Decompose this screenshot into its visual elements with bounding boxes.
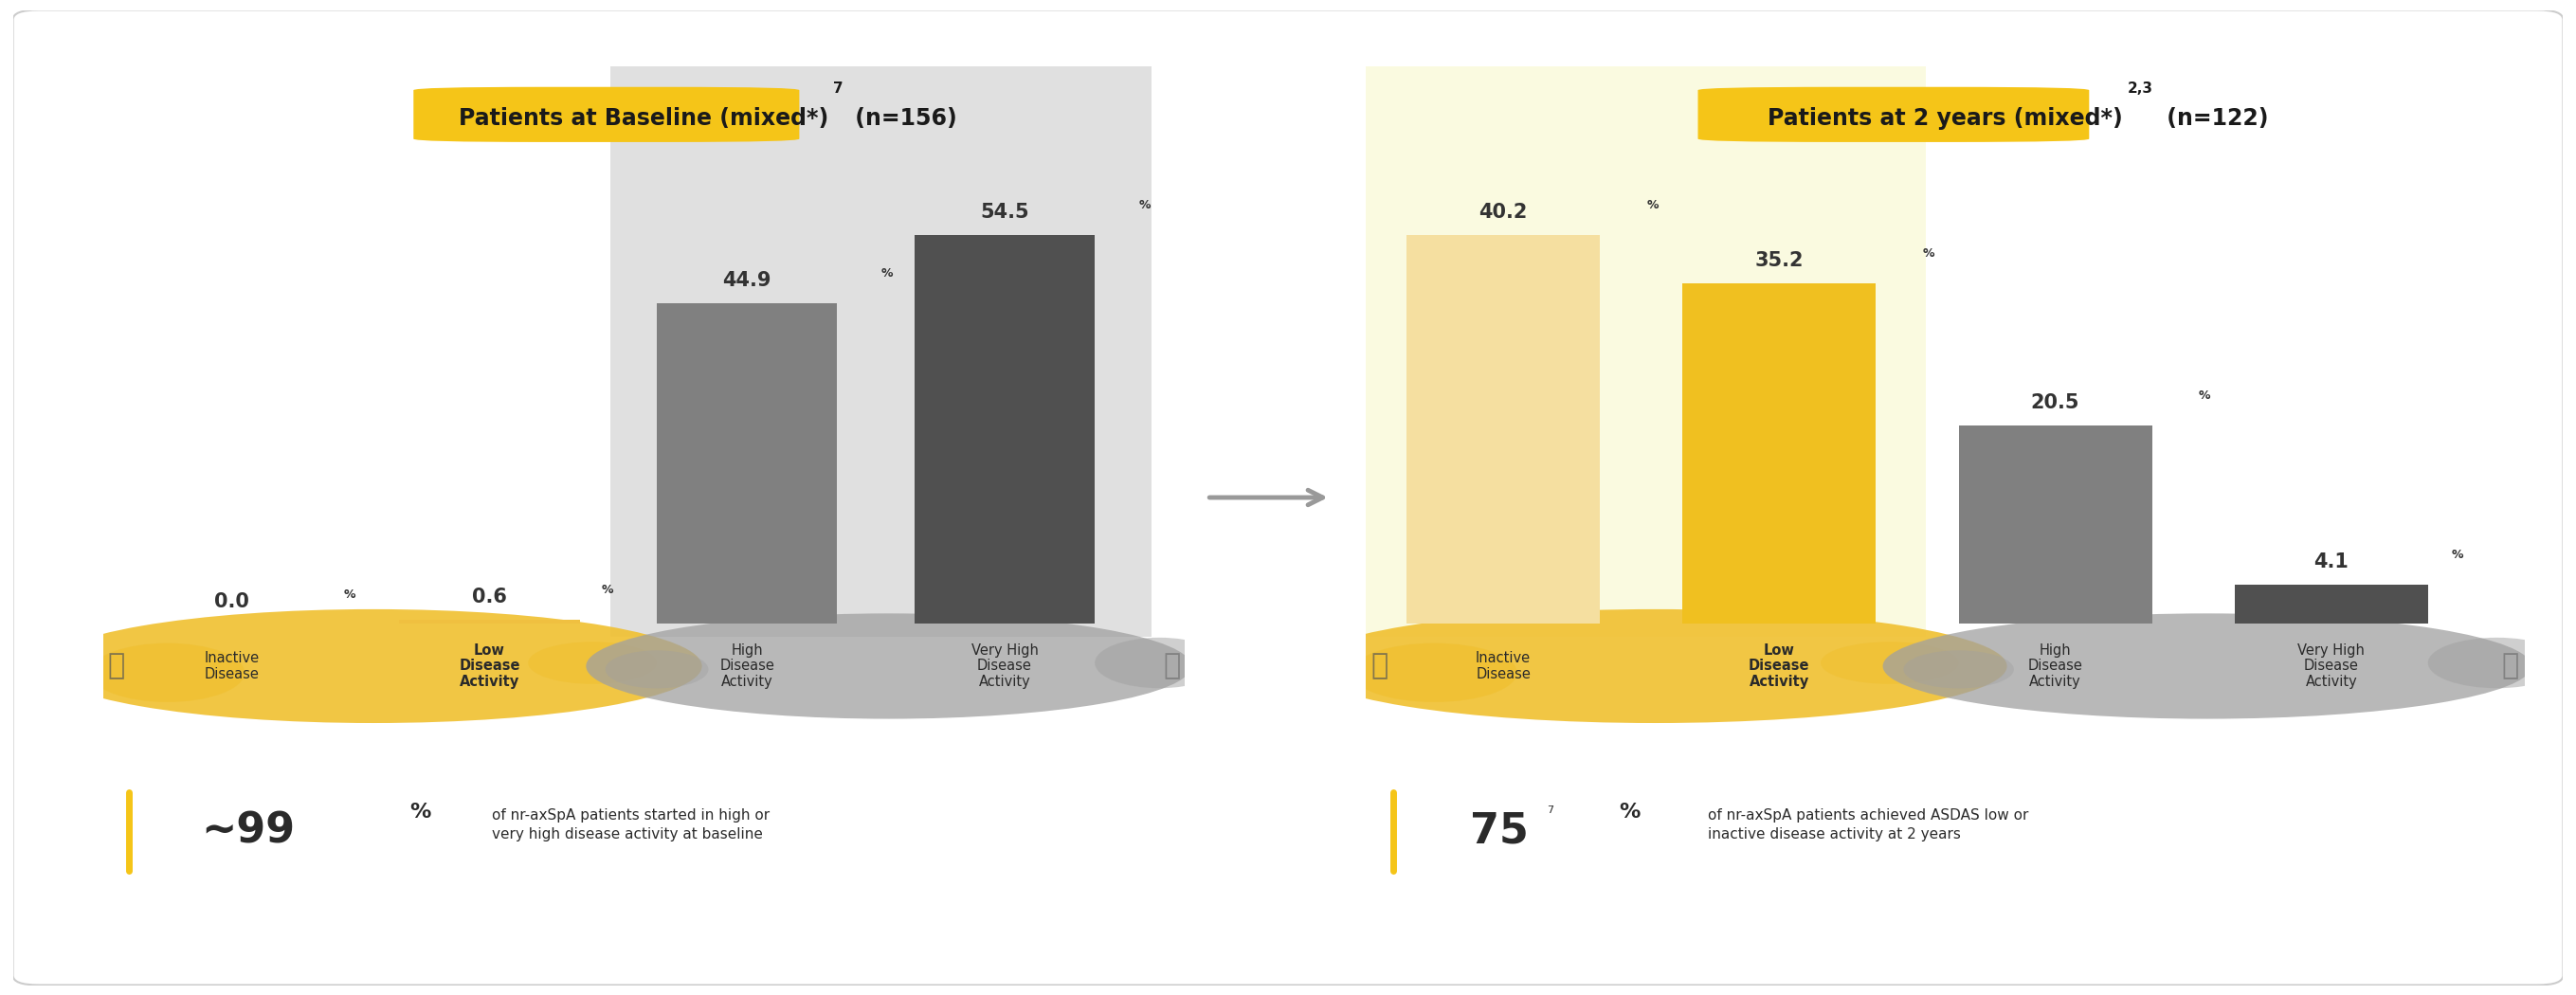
Text: of nr-axSpA patients achieved ASDAS low or
inactive disease activity at 2 years: of nr-axSpA patients achieved ASDAS low … [1708,809,2027,842]
Text: 4.1: 4.1 [2313,552,2349,571]
Text: Low
Disease
Activity: Low Disease Activity [1749,643,1811,690]
Text: Very High
Disease
Activity: Very High Disease Activity [971,643,1038,690]
Text: %: % [2452,548,2463,561]
Text: 75: 75 [1471,811,1528,852]
Bar [399,620,580,624]
Text: 〉: 〉 [1164,653,1180,680]
Text: Low
Disease
Activity: Low Disease Activity [459,643,520,690]
Ellipse shape [1883,614,2532,718]
Ellipse shape [1095,638,1224,689]
Text: High
Disease
Activity: High Disease Activity [719,643,775,690]
Text: 〈: 〈 [1370,653,1388,680]
Text: of nr-axSpA patients started in high or
very high disease activity at baseline: of nr-axSpA patients started in high or … [492,809,770,842]
Text: %: % [2200,390,2210,402]
Ellipse shape [1352,643,1517,702]
Text: 20.5: 20.5 [2030,394,2079,413]
Ellipse shape [585,614,1190,718]
Text: %: % [343,588,355,601]
Text: Patients at Baseline (mixed*): Patients at Baseline (mixed*) [459,106,829,129]
Bar [914,235,1095,624]
Text: 40.2: 40.2 [1479,203,1528,222]
Bar [2233,584,2427,624]
Text: 0.6: 0.6 [471,588,507,607]
Text: %: % [600,584,613,596]
Bar [657,303,837,624]
Bar [1958,426,2151,624]
Ellipse shape [90,643,245,702]
Text: %: % [1139,199,1151,212]
Text: Patients at 2 years (mixed*): Patients at 2 years (mixed*) [1767,106,2123,129]
Bar [1682,284,1875,624]
Text: 7: 7 [835,82,842,96]
Text: %: % [1646,199,1659,212]
Text: 44.9: 44.9 [724,272,770,291]
Ellipse shape [2427,638,2566,689]
Ellipse shape [1303,609,2007,723]
Text: %: % [1620,802,1641,821]
Ellipse shape [1904,651,2014,689]
Text: 〈: 〈 [108,653,124,680]
Text: 7: 7 [1546,806,1553,815]
Text: Very High
Disease
Activity: Very High Disease Activity [2298,643,2365,690]
Text: Inactive
Disease: Inactive Disease [1476,651,1530,682]
Text: %: % [410,802,430,821]
Text: 54.5: 54.5 [981,203,1028,222]
Ellipse shape [605,651,708,689]
Text: Inactive
Disease: Inactive Disease [204,651,260,682]
Text: ~99: ~99 [201,811,294,852]
Ellipse shape [46,609,701,723]
Text: (n=122): (n=122) [2159,106,2269,129]
Bar [1406,235,1600,624]
Ellipse shape [528,642,657,684]
Text: 35.2: 35.2 [1754,252,1803,271]
Text: %: % [1922,248,1935,260]
FancyBboxPatch shape [415,87,799,142]
Ellipse shape [1821,642,1958,684]
Text: 0.0: 0.0 [214,592,250,611]
Text: High
Disease
Activity: High Disease Activity [2027,643,2084,690]
Text: (n=156): (n=156) [848,106,958,129]
Text: 2,3: 2,3 [2128,82,2154,96]
Bar [611,67,1151,637]
Text: 〉: 〉 [2501,653,2519,680]
Text: %: % [881,268,894,280]
Bar [1345,67,1924,637]
FancyBboxPatch shape [1698,87,2089,142]
